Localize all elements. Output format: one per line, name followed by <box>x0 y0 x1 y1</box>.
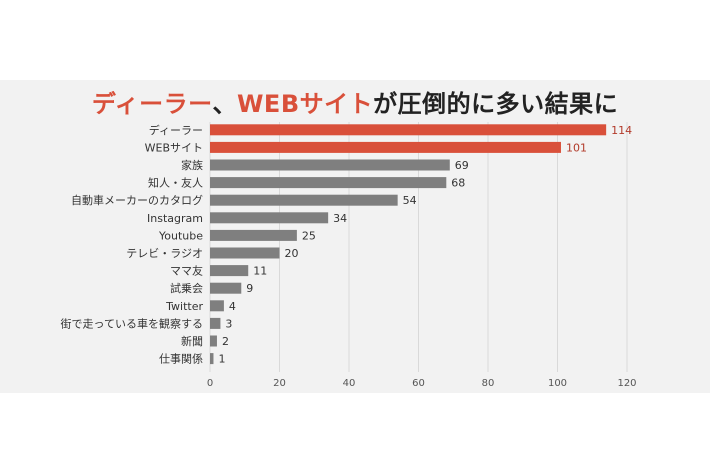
category-label: 知人・友人 <box>148 176 203 190</box>
x-tick-label: 0 <box>207 378 213 389</box>
title-highlight-web: WEBサイト <box>236 90 374 118</box>
data-label: 4 <box>229 300 236 313</box>
bar <box>210 247 280 259</box>
data-label: 20 <box>285 247 299 260</box>
bar <box>210 282 242 294</box>
category-label: 試乗会 <box>170 281 203 295</box>
data-label: 9 <box>246 282 253 295</box>
bar <box>210 300 224 312</box>
bar <box>210 353 214 365</box>
bar <box>210 194 398 206</box>
category-label: ディーラー <box>149 123 203 137</box>
category-label: Twitter <box>165 300 203 313</box>
bar <box>210 229 297 241</box>
title-rest: が圧倒的に多い結果に <box>373 90 619 118</box>
x-tick-label: 60 <box>412 378 425 389</box>
bar <box>210 159 450 171</box>
x-tick-label: 100 <box>548 378 567 389</box>
bar <box>210 265 249 277</box>
data-label: 11 <box>253 265 267 278</box>
title-highlight-dealer: ディーラー <box>91 90 213 118</box>
category-label: 街で走っている車を観察する <box>61 316 203 330</box>
category-label: WEBサイト <box>145 141 203 154</box>
category-label: Instagram <box>147 212 203 225</box>
category-label: テレビ・ラジオ <box>126 247 203 260</box>
category-label: ママ友 <box>170 264 203 278</box>
category-label: 家族 <box>181 158 203 172</box>
bar <box>210 212 329 224</box>
x-tick-label: 40 <box>343 378 356 389</box>
title-comma: 、 <box>212 90 237 118</box>
data-label: 68 <box>451 177 465 190</box>
category-label: 自動車メーカーのカタログ <box>71 193 203 207</box>
data-label: 69 <box>455 159 469 172</box>
category-label: 仕事関係 <box>159 353 203 366</box>
data-label: 114 <box>611 124 632 137</box>
x-tick-label: 20 <box>273 378 286 389</box>
data-label: 25 <box>302 229 316 242</box>
x-tick-label: 80 <box>482 378 495 389</box>
data-label: 101 <box>566 141 587 154</box>
bar <box>210 141 561 153</box>
data-label: 2 <box>222 335 229 348</box>
category-label: 新聞 <box>181 334 203 348</box>
data-label: 1 <box>218 353 225 366</box>
bar <box>210 177 447 189</box>
data-label: 3 <box>225 317 232 330</box>
chart-title: ディーラー、WEBサイトが圧倒的に多い結果に <box>0 84 710 119</box>
bar <box>210 335 217 347</box>
bar <box>210 317 221 329</box>
data-label: 34 <box>333 212 347 225</box>
data-label: 54 <box>403 194 417 207</box>
category-label: Youtube <box>158 229 203 242</box>
x-tick-label: 120 <box>617 378 636 389</box>
bar <box>210 124 607 136</box>
